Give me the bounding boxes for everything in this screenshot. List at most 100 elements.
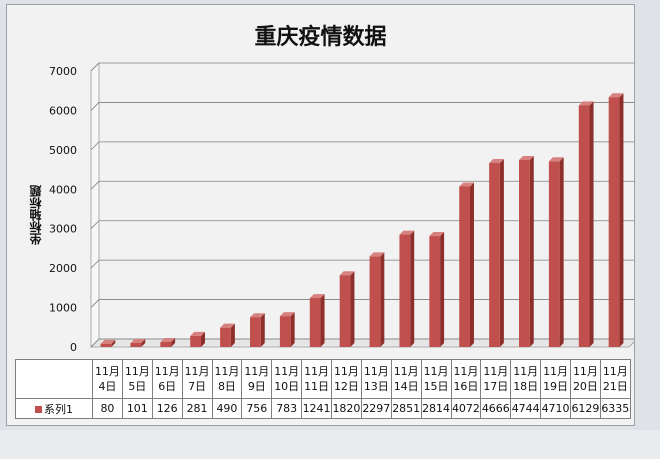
bar [608,93,624,347]
data-table-value: 490 [211,398,243,419]
bar-side [350,271,355,347]
chart-area[interactable]: 重庆疫情数据 坐标轴标题 0 1000 2000 3000 4000 5000 6000 70… [6,4,635,426]
bar-front [608,97,620,347]
y-tick-label: 6000 [49,104,77,117]
data-table-value: 80 [92,398,123,419]
bar-front [399,234,411,347]
bar [578,101,594,347]
bar-top [369,252,385,257]
data-table-value: 1820 [331,398,362,419]
bar-side [410,230,415,347]
bar-top [459,182,474,187]
bar-front [130,343,142,347]
data-table-value: 2814 [420,398,452,419]
x-tick-label: 11月 20日 [570,359,601,399]
data-table-value: 281 [181,398,213,419]
gridline [90,180,634,190]
bar-front [100,343,112,347]
x-tick-label: 11月 16日 [450,359,482,399]
bar [519,155,534,347]
legend-entry: 系列1 [15,398,93,419]
bar [459,182,474,347]
sheet-background [0,430,660,459]
bar-top [250,313,265,318]
bar-side [529,155,534,347]
bar [250,313,265,347]
x-tick-label: 11月 5日 [121,359,153,399]
bar-front [548,161,560,347]
data-table-value: 4710 [540,398,571,419]
bar-side [559,157,564,347]
bar-front [429,236,441,347]
data-table-row: 系列1 80 101 126 281 490 756 783 1241 1820 2297 2851… [15,398,631,419]
bar-front [339,275,351,347]
y-tick-label: 4000 [49,183,77,196]
data-table-value: 1241 [301,398,332,419]
bar-side [141,339,146,347]
gridline [90,62,634,72]
data-table-value: 4744 [510,398,542,419]
bar-side [469,182,474,347]
x-tick-label: 11月 9日 [241,359,273,399]
bar-side [260,313,265,347]
y-tick-label: 0 [70,341,77,354]
y-tick-label: 3000 [49,223,77,236]
data-table-value: 4666 [480,398,512,419]
gridline [90,259,634,269]
data-table-value: 101 [121,398,153,419]
bar-side [200,331,205,347]
chart-plot: 0 1000 2000 3000 4000 5000 6000 7000 [49,62,634,354]
x-tick-label: 11月 15日 [420,359,452,399]
gridline [90,220,634,229]
bar-side [499,159,504,347]
data-table-corner [15,359,93,399]
x-tick-label: 11月 18日 [510,359,542,399]
legend-key-icon [35,406,42,413]
bar [190,331,205,347]
bar-top [519,155,534,160]
gridline [90,299,634,308]
bar [399,230,415,347]
chart-title: 重庆疫情数据 [254,24,387,50]
bar-top [279,312,295,317]
side-wall [90,62,100,348]
data-table-value: 4072 [450,398,482,419]
bar [220,323,235,347]
data-table-value: 756 [241,398,273,419]
x-tick-label: 11月 12日 [331,359,362,399]
bar-front [369,256,381,347]
bar-front [578,105,590,347]
bar [339,271,355,347]
bar-top [578,101,594,106]
x-tick-label: 11月 14日 [390,359,422,399]
bar-front [489,163,500,347]
data-table-value: 6129 [570,398,601,419]
bar-front [250,317,261,347]
y-tick-label: 7000 [49,65,77,78]
bar-side [230,323,235,347]
x-tick-label: 11月 6日 [151,359,183,399]
x-tick-label: 11月 7日 [181,359,213,399]
bar-front [519,159,530,347]
y-tick-label: 5000 [49,144,77,157]
bar-front [160,342,172,347]
bar [369,252,385,347]
bar-front [220,327,231,347]
bar-front [309,298,321,347]
bar-side [589,101,594,347]
y-tick-label: 1000 [49,302,77,315]
bar [130,339,146,347]
bar [279,312,295,347]
bar-side [111,339,116,347]
bar-top [429,232,445,237]
y-tick-label: 2000 [49,262,77,275]
bar-front [190,335,201,347]
gridline [90,141,634,151]
gridline [90,102,634,111]
x-tick-label: 11月 11日 [301,359,332,399]
gridline [90,338,634,348]
data-table-value: 2851 [390,398,422,419]
bar-front [279,316,291,347]
data-table-value: 6335 [599,398,631,419]
bar [429,232,445,347]
